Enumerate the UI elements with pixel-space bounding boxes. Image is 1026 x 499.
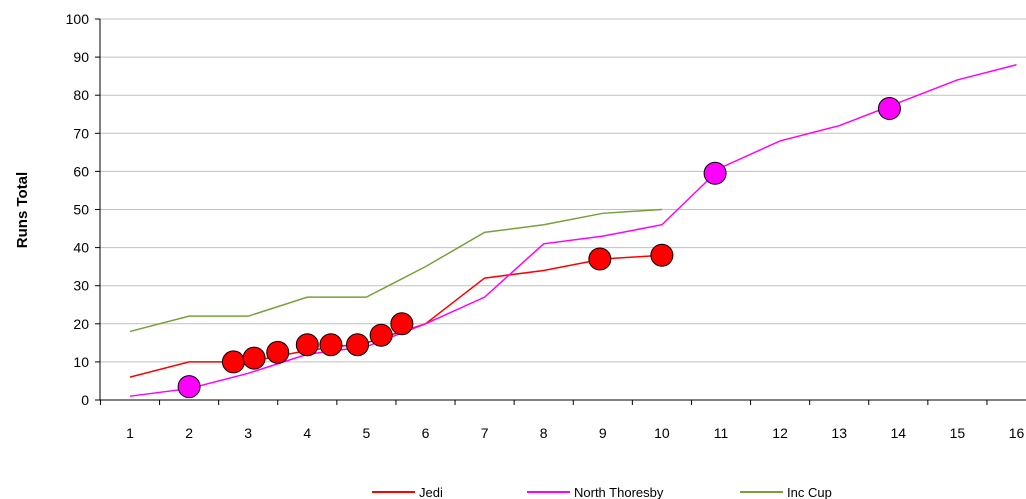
- y-tick-label: 30: [73, 278, 89, 294]
- y-tick-labels: 0 10 20 30 40 50 60 70 80 90 100: [66, 11, 90, 408]
- data-point-marker: [703, 161, 727, 185]
- x-tick-label: 12: [772, 425, 788, 441]
- y-tick-label: 10: [73, 354, 89, 370]
- data-point-marker: [588, 247, 612, 271]
- y-tick-label: 90: [73, 49, 89, 65]
- data-point-marker: [221, 350, 245, 374]
- data-point-marker: [319, 333, 343, 357]
- data-point-marker: [177, 375, 201, 399]
- y-tick-label: 100: [66, 11, 90, 27]
- x-tick-label: 15: [950, 425, 966, 441]
- x-tick-label: 5: [363, 425, 371, 441]
- y-tick-label: 80: [73, 87, 89, 103]
- legend-label: Jedi: [419, 485, 443, 499]
- series-markers: [177, 97, 901, 399]
- y-tick-label: 70: [73, 125, 89, 141]
- y-tick-label: 0: [81, 392, 89, 408]
- x-tick-label: 8: [540, 425, 548, 441]
- x-tick-label: 1: [126, 425, 134, 441]
- data-point-marker: [242, 346, 266, 370]
- y-tick-label: 20: [73, 316, 89, 332]
- data-point-marker: [877, 97, 901, 121]
- y-tick-label: 40: [73, 240, 89, 256]
- y-tick-label: 50: [73, 202, 89, 218]
- x-tick-label: 11: [714, 425, 729, 441]
- x-tick-label: 6: [422, 425, 430, 441]
- x-tick-labels: 1 2 3 4 5 6 7 8 9 10 11 12 13 14 15 16: [126, 425, 1024, 441]
- legend: Jedi North Thoresby Inc Cup: [372, 485, 832, 499]
- y-tick-label: 60: [73, 163, 89, 179]
- x-tick-label: 10: [654, 425, 670, 441]
- y-axis-title: Runs Total: [14, 172, 31, 248]
- legend-label: North Thoresby: [574, 485, 664, 499]
- x-tick-label: 2: [185, 425, 193, 441]
- x-tick-label: 7: [481, 425, 489, 441]
- data-point-marker: [346, 333, 370, 357]
- series-line-inc-cup: [129, 208, 662, 333]
- data-point-marker: [295, 333, 319, 357]
- x-tick-label: 13: [831, 425, 847, 441]
- x-tick-label: 4: [303, 425, 311, 441]
- axes: [95, 18, 1026, 405]
- data-point-marker: [390, 312, 414, 336]
- x-tick-label: 9: [599, 425, 607, 441]
- x-tick-label: 3: [244, 425, 252, 441]
- data-point-marker: [266, 340, 290, 364]
- x-tick-label: 14: [891, 425, 907, 441]
- data-point-marker: [369, 323, 393, 347]
- gridlines: [100, 18, 1026, 363]
- x-tick-label: 16: [1009, 425, 1025, 441]
- data-point-marker: [650, 243, 674, 267]
- legend-label: Inc Cup: [787, 485, 832, 499]
